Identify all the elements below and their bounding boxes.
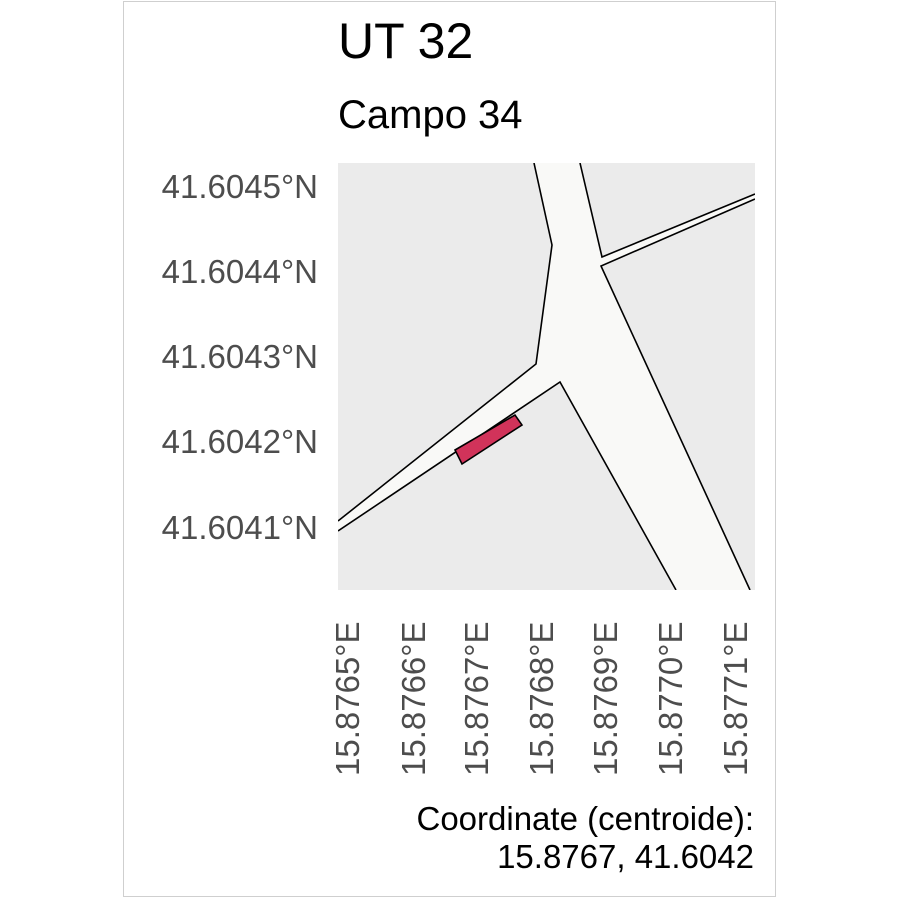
y-tick-label: 41.6045°N: [161, 168, 318, 205]
caption-line-1: Coordinate (centroide):: [416, 800, 754, 837]
map-title: UT 32: [338, 13, 474, 69]
y-tick-label: 41.6043°N: [161, 338, 318, 375]
centroid-caption: Coordinate (centroide): 15.8767, 41.6042: [416, 800, 754, 876]
x-tick-label: 15.8767°E: [457, 621, 495, 777]
map-panel: [338, 163, 755, 590]
x-tick-label: 15.8765°E: [328, 621, 366, 777]
road-edge-north: [579, 163, 755, 259]
road-edge-west: [338, 163, 553, 522]
y-tick-label: 41.6041°N: [161, 509, 318, 546]
x-tick-label: 15.8770°E: [651, 621, 689, 777]
road-edge-south: [338, 380, 677, 590]
x-tick-label: 15.8771°E: [716, 621, 754, 777]
parcel-polygon: [453, 413, 524, 466]
x-tick-label: 15.8766°E: [394, 621, 432, 777]
caption-line-2: 15.8767, 41.6042: [497, 838, 754, 875]
x-tick-label: 15.8769°E: [586, 621, 624, 777]
road-area: [338, 163, 755, 590]
map-subtitle: Campo 34: [338, 93, 523, 137]
y-tick-label: 41.6042°N: [161, 423, 318, 460]
road-edge-east: [599, 198, 755, 590]
y-tick-label: 41.6044°N: [161, 253, 318, 290]
x-tick-label: 15.8768°E: [522, 621, 560, 777]
